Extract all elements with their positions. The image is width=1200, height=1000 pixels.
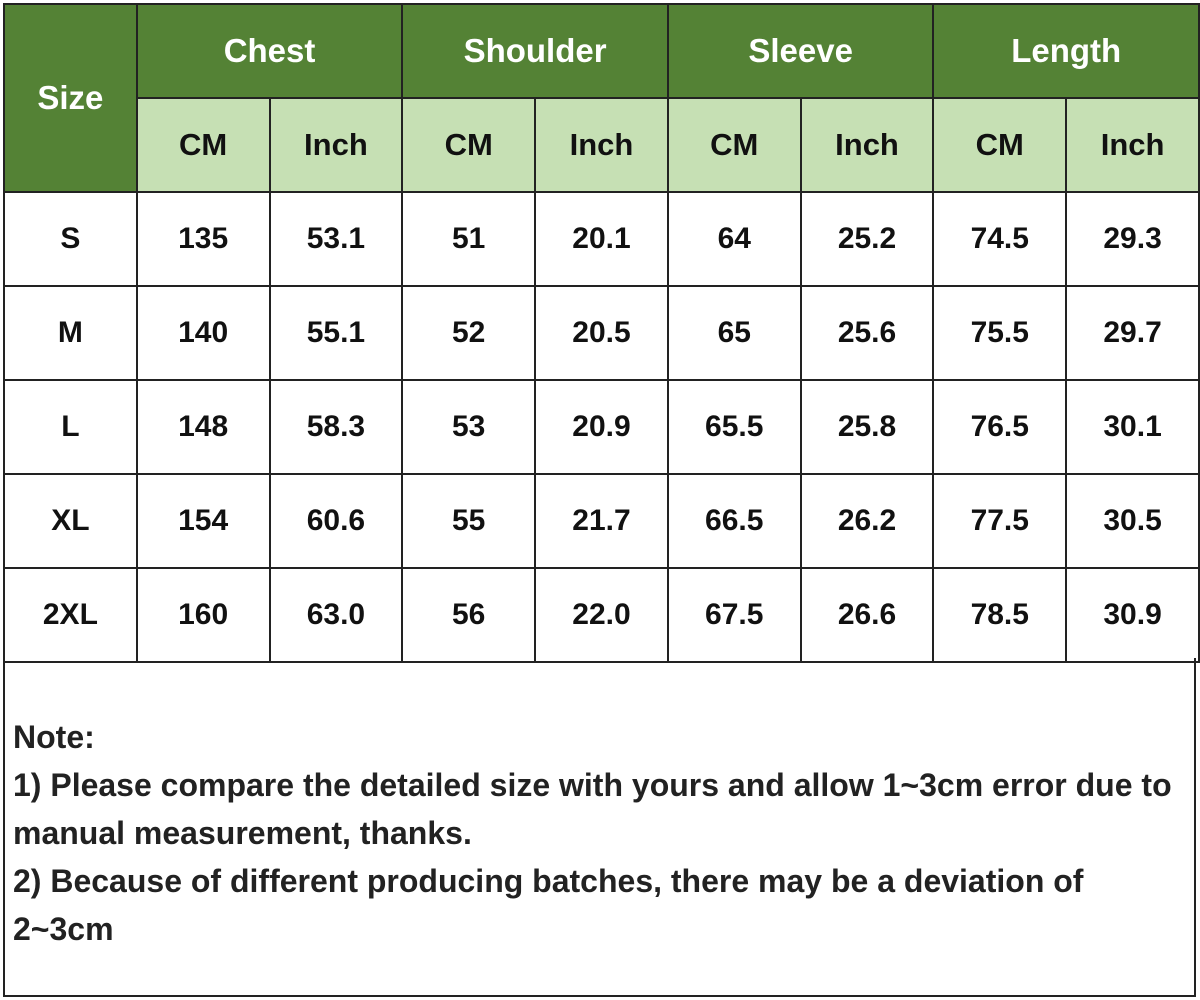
group-header-length: Length [932,3,1200,99]
value-cell: 29.3 [1065,191,1200,287]
value-cell: 25.8 [799,379,935,475]
value-cell: 22.0 [534,567,669,663]
value-cell: 30.5 [1065,473,1200,569]
value-cell: 160 [135,567,271,663]
value-cell: 63.0 [268,567,404,663]
value-cell: 26.6 [799,567,935,663]
unit-header-cm: CM [401,97,537,193]
value-cell: 51 [401,191,537,287]
value-cell: 25.6 [799,285,935,381]
size-cell: S [3,191,138,287]
value-cell: 26.2 [799,473,935,569]
size-cell: 2XL [3,567,138,663]
value-cell: 140 [135,285,271,381]
value-cell: 20.5 [534,285,669,381]
value-cell: 30.9 [1065,567,1200,663]
unit-header-cm: CM [135,97,271,193]
size-cell: XL [3,473,138,569]
value-cell: 20.1 [534,191,669,287]
value-cell: 66.5 [666,473,802,569]
value-cell: 60.6 [268,473,404,569]
note-box: Note: 1) Please compare the detailed siz… [3,658,1196,997]
group-header-chest: Chest [135,3,404,99]
unit-header-inch: Inch [268,97,404,193]
value-cell: 154 [135,473,271,569]
value-cell: 135 [135,191,271,287]
unit-header-inch: Inch [534,97,669,193]
table-row: L 148 58.3 53 20.9 65.5 25.8 76.5 30.1 [3,379,1200,475]
value-cell: 78.5 [932,567,1068,663]
group-header-shoulder: Shoulder [401,3,669,99]
value-cell: 29.7 [1065,285,1200,381]
value-cell: 64 [666,191,802,287]
value-cell: 77.5 [932,473,1068,569]
value-cell: 30.1 [1065,379,1200,475]
note-title: Note: [13,719,95,755]
header-row-units: CM Inch CM Inch CM Inch CM Inch [4,97,1200,193]
size-cell: M [3,285,138,381]
unit-header-inch: Inch [1065,97,1200,193]
value-cell: 148 [135,379,271,475]
table-row: S 135 53.1 51 20.1 64 25.2 74.5 29.3 [3,191,1200,287]
value-cell: 65 [666,285,802,381]
value-cell: 25.2 [799,191,935,287]
value-cell: 53 [401,379,537,475]
value-cell: 67.5 [666,567,802,663]
value-cell: 76.5 [932,379,1068,475]
value-cell: 20.9 [534,379,669,475]
value-cell: 65.5 [666,379,802,475]
value-cell: 53.1 [268,191,404,287]
table-row: XL 154 60.6 55 21.7 66.5 26.2 77.5 30.5 [3,473,1200,569]
size-header: Size [3,3,138,193]
value-cell: 55 [401,473,537,569]
value-cell: 52 [401,285,537,381]
table-row: M 140 55.1 52 20.5 65 25.6 75.5 29.7 [3,285,1200,381]
value-cell: 21.7 [534,473,669,569]
unit-header-inch: Inch [799,97,935,193]
value-cell: 75.5 [932,285,1068,381]
note-line-1: 1) Please compare the detailed size with… [13,767,1172,851]
size-cell: L [3,379,138,475]
value-cell: 58.3 [268,379,404,475]
value-cell: 56 [401,567,537,663]
note-line-2: 2) Because of different producing batche… [13,863,1084,947]
table-row: 2XL 160 63.0 56 22.0 67.5 26.6 78.5 30.9 [3,567,1200,663]
value-cell: 55.1 [268,285,404,381]
unit-header-cm: CM [666,97,802,193]
group-header-sleeve: Sleeve [666,3,935,99]
header-row-groups: Size Chest Shoulder Sleeve Length [3,3,1200,193]
size-chart-table: Size Chest Shoulder Sleeve Length CM Inc… [3,3,1200,663]
unit-header-cm: CM [932,97,1068,193]
value-cell: 74.5 [932,191,1068,287]
